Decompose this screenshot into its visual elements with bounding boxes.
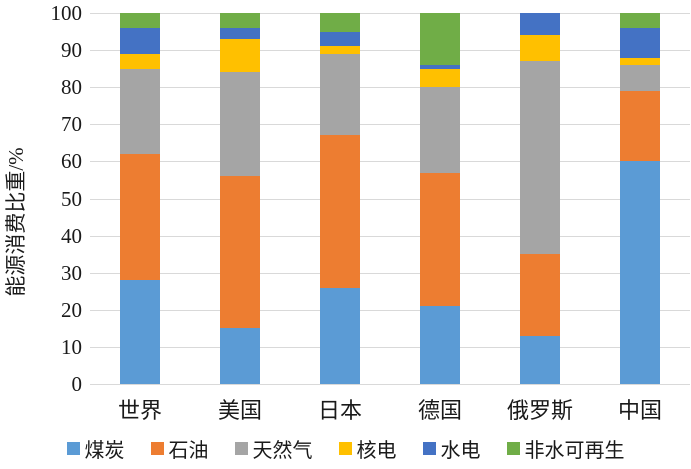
- legend-item-石油: 石油: [150, 434, 209, 463]
- legend-swatch-icon: [66, 442, 80, 455]
- gridline-40: [90, 235, 690, 237]
- y-tick-label-10: 10: [61, 334, 82, 359]
- bar-segment-世界-非水可再生: [120, 13, 160, 28]
- bar-segment-德国-核电: [420, 68, 460, 88]
- legend-swatch-icon: [338, 442, 352, 455]
- bar-segment-俄罗斯-水电: [520, 13, 560, 36]
- x-category-label-德国: 德国: [417, 398, 462, 423]
- bar-segment-日本-煤炭: [320, 287, 360, 384]
- bar-segment-世界-煤炭: [120, 280, 160, 384]
- bar-segment-德国-煤炭: [420, 306, 460, 384]
- y-tick-label-100: 100: [50, 1, 83, 25]
- bar-segment-美国-煤炭: [220, 328, 260, 384]
- y-tick-label-90: 90: [61, 38, 82, 63]
- bar-segment-美国-非水可再生: [220, 13, 260, 28]
- bar-segment-中国-非水可再生: [620, 13, 660, 28]
- legend-item-非水可再生: 非水可再生: [506, 434, 625, 463]
- plot-area: [90, 13, 690, 385]
- bar-segment-中国-核电: [620, 57, 660, 65]
- x-category-label-日本: 日本: [317, 398, 362, 423]
- legend-label: 天然气: [252, 440, 313, 462]
- bar-segment-德国-石油: [420, 172, 460, 307]
- bar-segment-世界-水电: [120, 27, 160, 54]
- y-tick-label-20: 20: [61, 297, 82, 322]
- legend-label: 核电: [356, 440, 397, 462]
- gridline-80: [90, 87, 690, 89]
- gridline-30: [90, 272, 690, 274]
- legend-label: 水电: [440, 440, 481, 462]
- bar-segment-日本-天然气: [320, 53, 360, 136]
- bar-segment-俄罗斯-核电: [520, 35, 560, 62]
- bar-segment-俄罗斯-煤炭: [520, 335, 560, 384]
- y-tick-label-80: 80: [61, 75, 82, 100]
- gridline-70: [90, 124, 690, 126]
- legend-item-煤炭: 煤炭: [66, 434, 125, 463]
- bar-segment-德国-水电: [420, 64, 460, 69]
- legend-swatch-icon: [150, 442, 164, 455]
- x-category-label-世界: 世界: [117, 398, 162, 423]
- legend-swatch-icon: [234, 442, 248, 455]
- legend-label: 非水可再生: [524, 440, 625, 462]
- gridline-60: [90, 161, 690, 163]
- bar-segment-日本-核电: [320, 46, 360, 54]
- y-tick-label-50: 50: [61, 186, 82, 211]
- bar-segment-德国-非水可再生: [420, 13, 460, 65]
- legend-label: 石油: [168, 440, 209, 462]
- legend-item-核电: 核电: [338, 434, 397, 463]
- y-tick-label-40: 40: [61, 223, 82, 248]
- y-tick-label-60: 60: [61, 149, 82, 174]
- bar-segment-中国-天然气: [620, 64, 660, 91]
- y-tick-label-70: 70: [61, 112, 82, 137]
- legend-item-水电: 水电: [422, 434, 481, 463]
- bar-segment-世界-天然气: [120, 68, 160, 154]
- bar-segment-美国-水电: [220, 27, 260, 39]
- x-category-label-美国: 美国: [217, 398, 262, 423]
- legend-label: 煤炭: [84, 440, 125, 462]
- x-axis-line: [90, 384, 690, 385]
- bar-segment-德国-天然气: [420, 87, 460, 173]
- bar-segment-世界-石油: [120, 154, 160, 281]
- legend: 煤炭 石油 天然气 核电 水电 非水可再生: [0, 434, 691, 463]
- bar-segment-俄罗斯-天然气: [520, 61, 560, 255]
- bar-segment-中国-水电: [620, 27, 660, 58]
- bar-segment-日本-水电: [320, 31, 360, 47]
- bar-segment-美国-核电: [220, 39, 260, 73]
- legend-swatch-icon: [422, 442, 436, 455]
- bar-segment-美国-天然气: [220, 72, 260, 177]
- gridline-10: [90, 346, 690, 348]
- bar-segment-中国-石油: [620, 90, 660, 162]
- gridline-20: [90, 309, 690, 311]
- x-category-label-俄罗斯: 俄罗斯: [506, 398, 573, 423]
- gridline-50: [90, 198, 690, 200]
- bar-segment-日本-石油: [320, 135, 360, 288]
- bar-segment-中国-煤炭: [620, 161, 660, 384]
- gridline-100: [90, 13, 690, 14]
- legend-item-天然气: 天然气: [234, 434, 313, 463]
- y-tick-label-0: 0: [71, 372, 83, 396]
- bar-segment-俄罗斯-石油: [520, 254, 560, 336]
- y-tick-label-30: 30: [61, 260, 82, 285]
- bar-segment-美国-石油: [220, 176, 260, 329]
- bar-segment-世界-核电: [120, 53, 160, 69]
- bar-segment-日本-非水可再生: [320, 13, 360, 32]
- legend-swatch-icon: [506, 442, 520, 455]
- gridline-90: [90, 50, 690, 52]
- x-category-label-中国: 中国: [617, 398, 662, 423]
